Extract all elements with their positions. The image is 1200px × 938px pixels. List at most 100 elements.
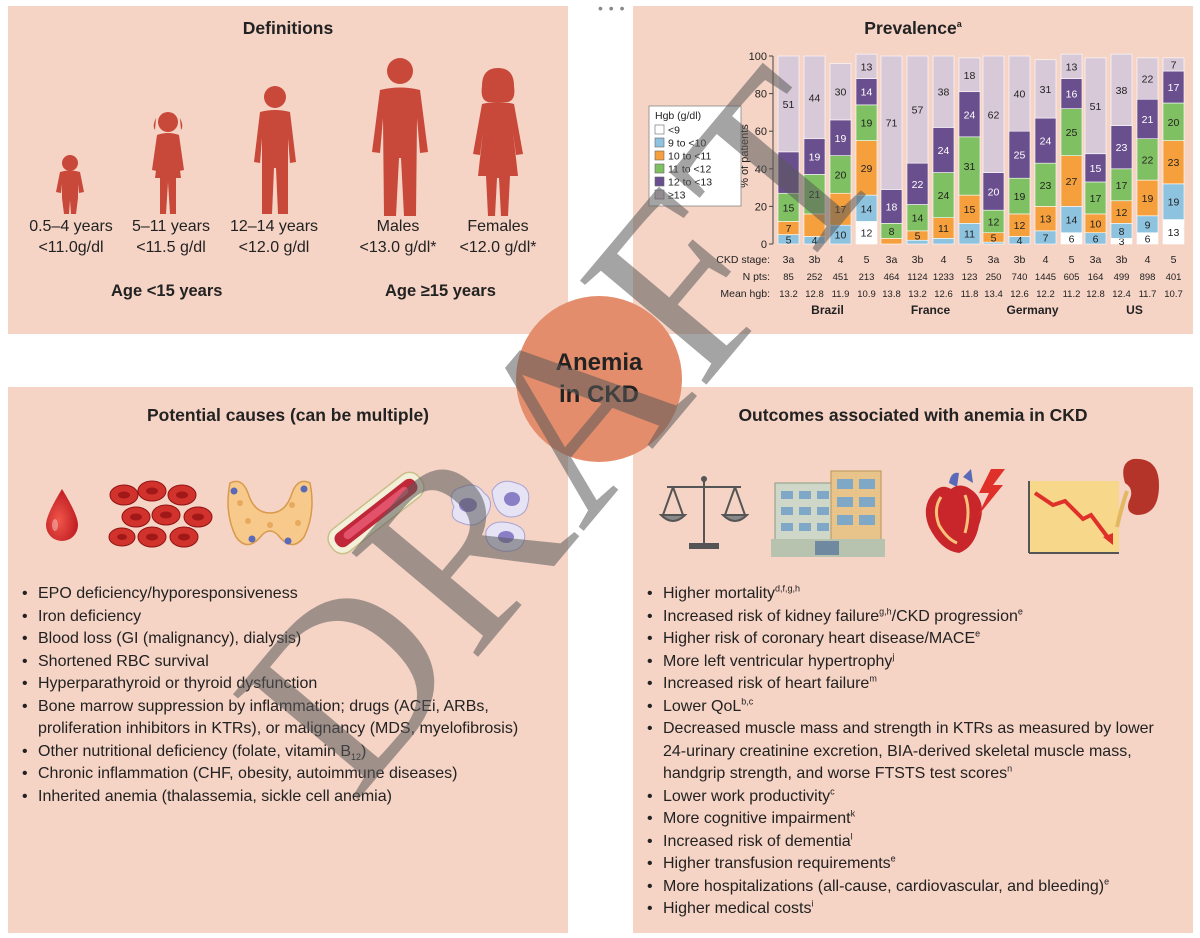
bar-value-label: 25: [1014, 150, 1026, 162]
ckd-stage-label: 3b: [1014, 254, 1026, 266]
age-group-females-label: Females <12.0 g/dl*: [459, 218, 537, 256]
bar-segment: [906, 55, 929, 164]
y-tick-label: 80: [755, 89, 767, 101]
bar-value-label: 8: [889, 226, 895, 238]
bar-value-label: 57: [912, 105, 924, 117]
outcome-item: More left ventricular hypertrophyj: [647, 651, 1167, 674]
bar-value-label: 14: [912, 213, 924, 225]
cause-item: Blood loss (GI (malignancy), dialysis): [22, 628, 522, 651]
bar-value-label: 12: [861, 228, 873, 240]
bar-value-label: 13: [861, 61, 873, 73]
n-patients-label: 499: [1114, 272, 1130, 283]
mean-hgb-label: 13.8: [882, 289, 901, 300]
bar-value-label: 12: [1116, 207, 1128, 219]
bar-segment: [1084, 57, 1107, 155]
row-label: CKD stage:: [716, 254, 770, 266]
n-patients-label: 252: [807, 272, 823, 283]
n-patients-label: 898: [1140, 272, 1156, 283]
legend-label: 12 to <13: [668, 177, 712, 189]
legend-label: 11 to <12: [668, 164, 711, 176]
ckd-stage-label: 5: [1171, 254, 1177, 266]
bar-segment: [829, 63, 852, 121]
n-patients-label: 740: [1012, 272, 1028, 283]
ckd-stage-label: 5: [1069, 254, 1075, 266]
ckd-stage-label: 3a: [988, 254, 1000, 266]
ckd-stage-label: 3b: [1116, 254, 1128, 266]
bar-segment: [777, 55, 800, 153]
mean-hgb-label: 10.9: [857, 289, 876, 300]
ckd-stage-label: 4: [941, 254, 947, 266]
mean-hgb-label: 13.4: [984, 289, 1003, 300]
bar-value-label: 12: [1014, 220, 1026, 232]
age-over-15-label: Age ≥15 years: [385, 282, 496, 300]
bar-value-label: 19: [809, 152, 821, 164]
female-silhouette-icon: [473, 68, 523, 216]
outcomes-panel: Outcomes associated with anemia in CKD: [633, 387, 1193, 933]
ckd-stage-label: 4: [1043, 254, 1049, 266]
bar-segment: [777, 151, 800, 194]
y-tick-label: 100: [749, 51, 767, 63]
bar-value-label: 29: [861, 163, 873, 175]
n-patients-label: 164: [1088, 272, 1104, 283]
bar-value-label: 17: [1168, 82, 1180, 94]
y-tick-label: 40: [755, 164, 767, 176]
mean-hgb-label: 12.8: [1086, 289, 1105, 300]
cause-item: Shortened RBC survival: [22, 651, 522, 674]
cause-item: Hyperparathyroid or thyroid dysfunction: [22, 673, 522, 696]
bar-value-label: 19: [1168, 197, 1180, 209]
bar-value-label: 19: [1142, 193, 1154, 205]
legend-swatch: [654, 176, 665, 187]
bar-value-label: 4: [812, 235, 818, 247]
bar-value-label: 13: [1168, 227, 1180, 239]
bar-value-label: 30: [835, 87, 847, 99]
ckd-stage-label: 3a: [783, 254, 795, 266]
ckd-stage-label: 5: [967, 254, 973, 266]
bar-value-label: 6: [1093, 233, 1099, 245]
outcome-item: Lower work productivityc: [647, 786, 1167, 809]
prevalence-title: Prevalencea: [864, 18, 962, 38]
bar-segment: [1110, 53, 1133, 126]
n-patients-label: 1124: [907, 272, 927, 283]
outcome-item: Higher risk of coronary heart disease/MA…: [647, 628, 1167, 651]
n-patients-label: 250: [986, 272, 1002, 283]
country-label: Germany: [1006, 303, 1058, 317]
causes-list: EPO deficiency/hyporesponsiveness Iron d…: [22, 583, 522, 808]
bar-value-label: 6: [1145, 233, 1151, 245]
male-silhouette-icon: [372, 58, 428, 216]
bar-value-label: 7: [1171, 59, 1177, 71]
thyroid-gland-icon: [227, 480, 313, 546]
anemia-in-ckd-circle: Anemia in CKD: [516, 296, 682, 462]
mean-hgb-label: 11.2: [1063, 289, 1081, 300]
bar-value-label: 14: [1066, 215, 1078, 227]
y-tick-label: 20: [755, 201, 767, 213]
bar-value-label: 27: [1066, 176, 1078, 188]
bar-value-label: 7: [786, 223, 792, 235]
bar-value-label: 24: [1040, 136, 1052, 148]
y-tick-label: 0: [761, 239, 767, 251]
bar-segment: [880, 238, 903, 245]
bar-value-label: 24: [938, 190, 950, 202]
definitions-title: Definitions: [242, 18, 334, 38]
cause-item-vitamin: Other nutritional deficiency (folate, vi…: [22, 741, 522, 764]
legend-label: <9: [668, 125, 680, 137]
bar-segment: [880, 55, 903, 190]
outcome-item: Higher transfusion requirementse: [647, 853, 1167, 876]
bar-value-label: 18: [886, 201, 898, 213]
bar-value-label: 25: [1066, 127, 1078, 139]
n-patients-label: 85: [783, 272, 794, 283]
cause-item: Bone marrow suppression by inflammation;…: [22, 696, 522, 741]
bar-value-label: 9: [1145, 219, 1151, 231]
child-silhouette-icon: [152, 112, 184, 214]
bar-value-label: 22: [1142, 154, 1154, 166]
ckd-stage-label: 4: [1145, 254, 1151, 266]
legend-swatch: [654, 150, 665, 161]
outcome-item: More cognitive impairmentk: [647, 808, 1167, 831]
mean-hgb-label: 11.8: [961, 289, 979, 300]
age-group-0-label: 0.5–4 years <11.0g/dl: [29, 218, 113, 256]
n-patients-label: 605: [1064, 272, 1080, 283]
country-label: US: [1126, 303, 1143, 317]
bar-value-label: 6: [1069, 233, 1075, 245]
bar-value-label: 7: [1043, 232, 1049, 244]
bar-value-label: 20: [988, 186, 1000, 198]
n-patients-label: 451: [833, 272, 849, 283]
